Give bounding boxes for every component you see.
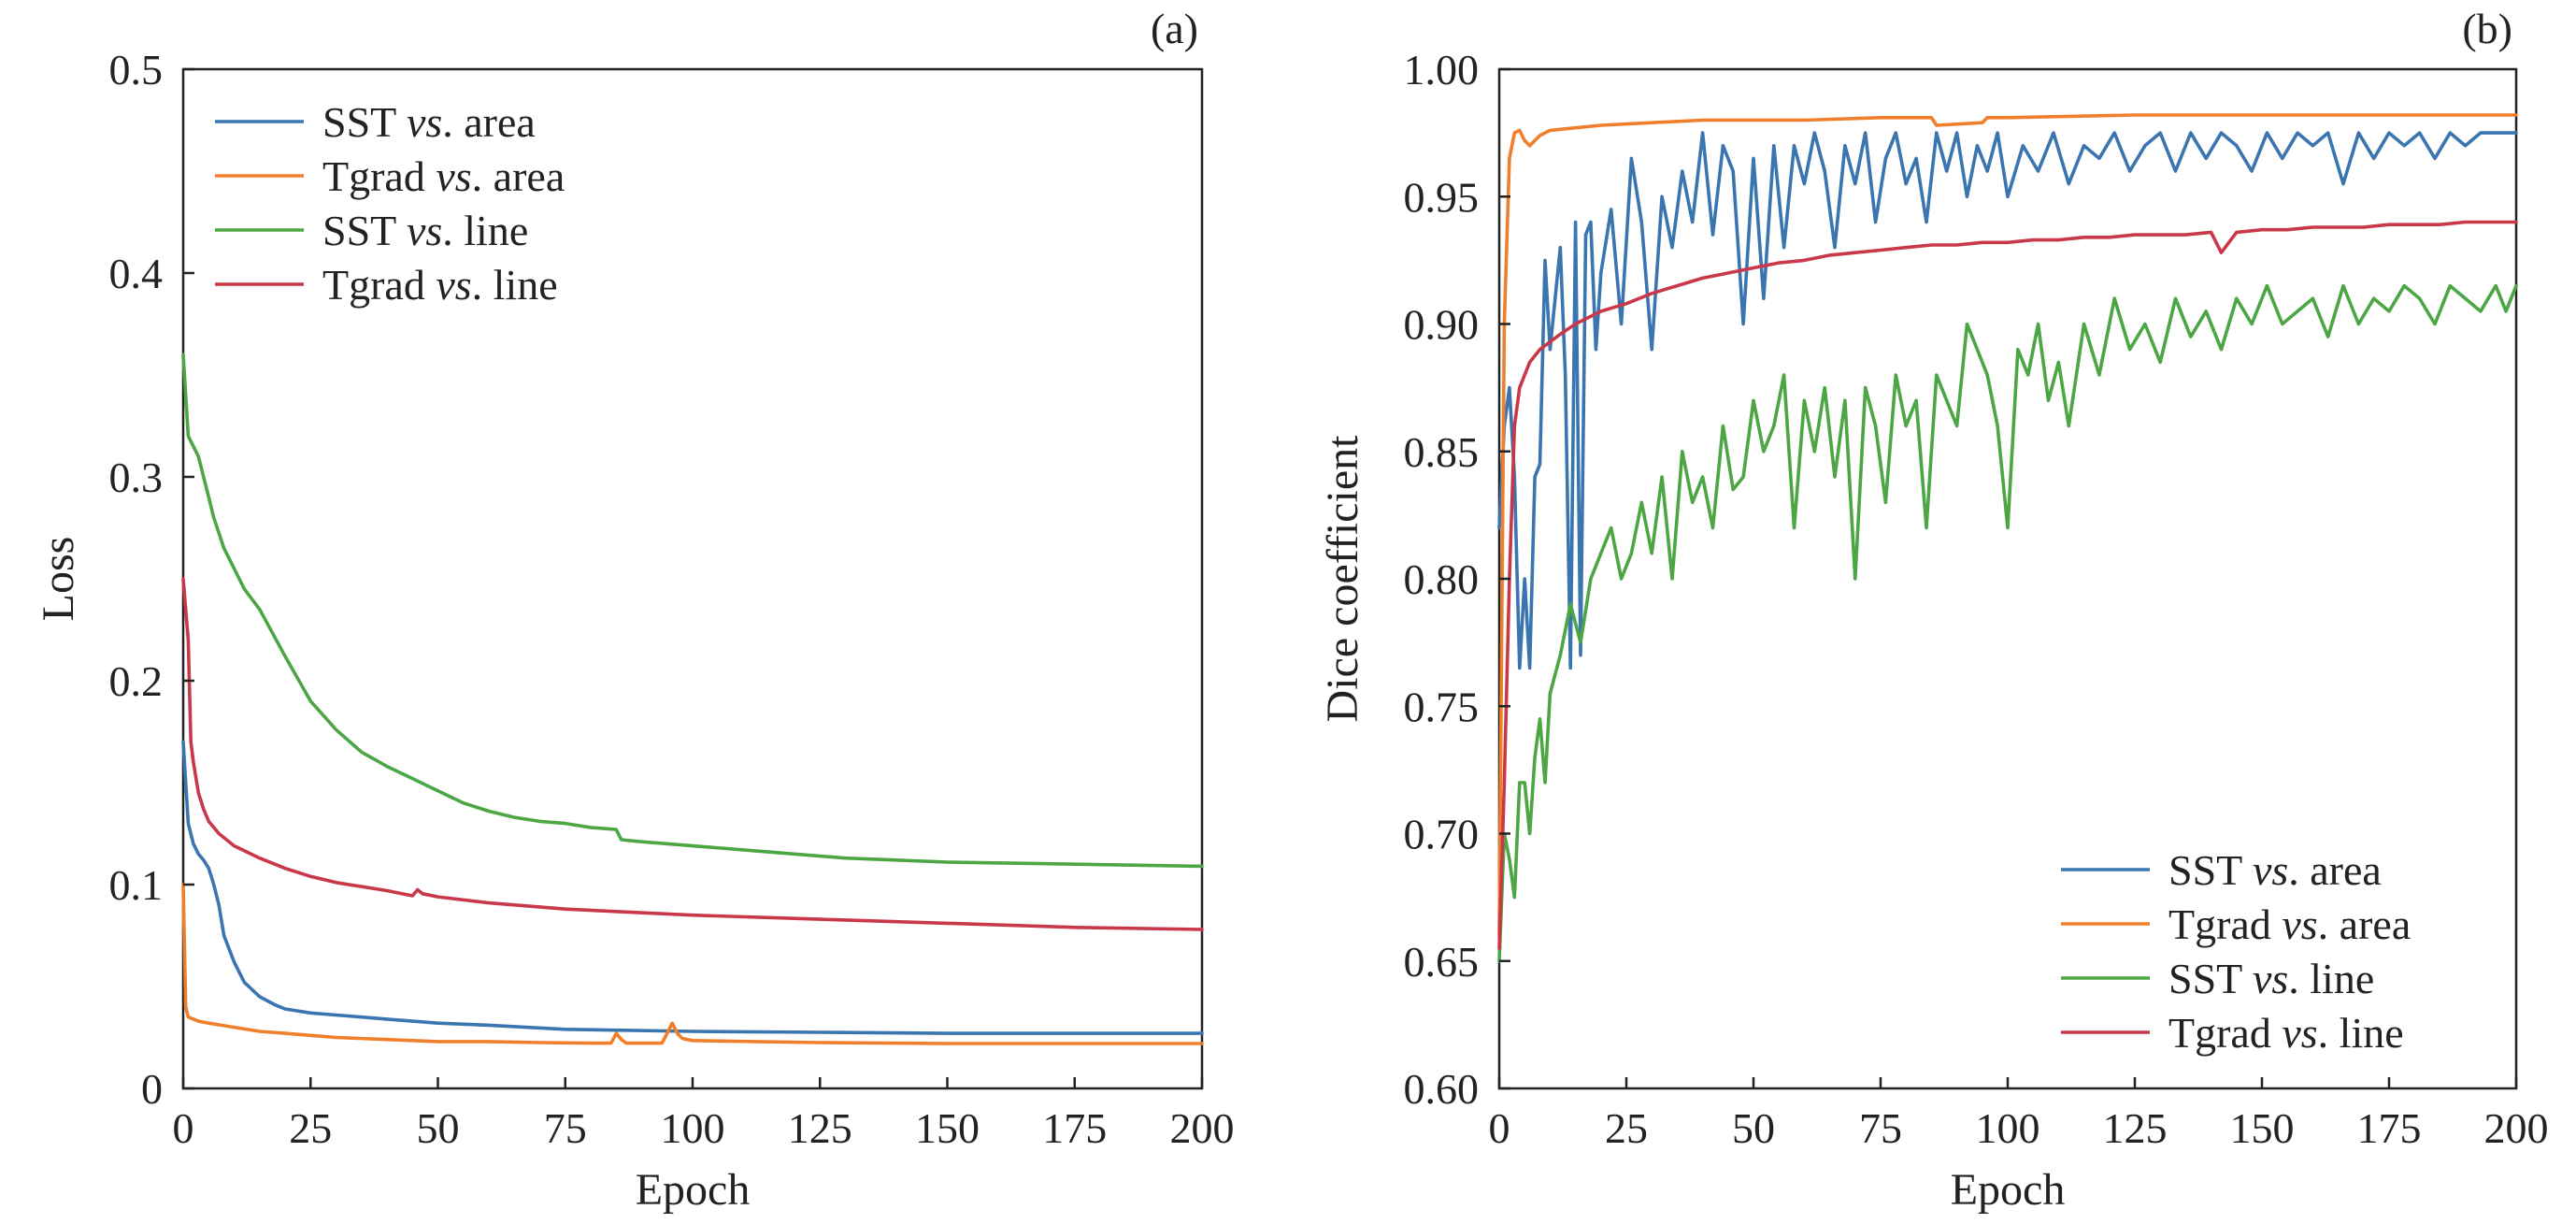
x-tick-label-b-175: 175: [2357, 1104, 2422, 1152]
legend-label-vs: vs: [2253, 846, 2288, 894]
legend-label-vs: vs: [407, 98, 442, 146]
legend-label-main: Tgrad: [2168, 900, 2282, 948]
legend-label-rest: . area: [442, 98, 536, 146]
y-tick-label-a-1: 0.1: [109, 861, 164, 909]
series-line-a-4: [181, 577, 1204, 931]
y-tick-label-a-3: 0.3: [109, 454, 164, 501]
legend-label-rest: . line: [2288, 955, 2374, 1002]
legend-label-a-3: SST vs. line: [322, 207, 528, 254]
x-tick-label-a-0: 0: [173, 1104, 194, 1152]
y-tick-label-b-0: 0.60: [1404, 1065, 1480, 1113]
x-tick-label-b-200: 200: [2484, 1104, 2549, 1152]
legend-label-a-4: Tgrad vs. line: [322, 261, 558, 309]
y-tick-label-b-8: 1.00: [1404, 46, 1480, 94]
series-line-b-1: [1497, 131, 2518, 670]
legend-label-rest: . area: [2318, 900, 2411, 948]
x-tick-label-b-0: 0: [1489, 1104, 1510, 1152]
y-tick-label-a-0: 0: [141, 1065, 163, 1113]
legend-label-vs: vs: [2253, 955, 2288, 1002]
series-line-a-1: [181, 740, 1204, 1035]
legend-label-main: SST: [2168, 955, 2253, 1002]
panel-label-a: (a): [1151, 5, 1198, 52]
x-tick-label-a-200: 200: [1170, 1104, 1235, 1152]
legend-label-main: Tgrad: [322, 261, 436, 309]
x-tick-label-b-125: 125: [2103, 1104, 2168, 1152]
y-tick-label-a-5: 0.5: [109, 46, 164, 94]
x-tick-label-a-125: 125: [788, 1104, 852, 1152]
x-tick-label-b-25: 25: [1605, 1104, 1648, 1152]
legend-label-b-3: SST vs. line: [2168, 955, 2374, 1002]
legend-label-rest: . line: [2318, 1009, 2404, 1057]
y-tick-label-b-3: 0.75: [1404, 683, 1480, 730]
y-tick-label-b-7: 0.95: [1404, 173, 1480, 221]
legend-label-rest: . line: [472, 261, 558, 309]
x-tick-label-a-75: 75: [544, 1104, 587, 1152]
x-tick-label-a-50: 50: [417, 1104, 460, 1152]
x-tick-label-a-150: 150: [915, 1104, 980, 1152]
x-tick-label-b-50: 50: [1732, 1104, 1775, 1152]
series-line-b-4: [1497, 220, 2518, 950]
y-tick-label-b-2: 0.70: [1404, 811, 1480, 858]
legend-label-vs: vs: [407, 207, 442, 254]
x-tick-label-a-25: 25: [289, 1104, 332, 1152]
x-axis-title-b: Epoch: [1951, 1165, 2066, 1215]
series-line-b-3: [1497, 283, 2518, 963]
legend-label-main: SST: [322, 207, 407, 254]
legend-label-rest: . area: [472, 152, 565, 200]
legend-label-b-1: SST vs. area: [2168, 846, 2382, 894]
series-line-a-2: [181, 883, 1204, 1045]
legend-label-a-2: Tgrad vs. area: [322, 152, 565, 200]
x-tick-label-a-175: 175: [1042, 1104, 1107, 1152]
x-tick-label-b-100: 100: [1976, 1104, 2040, 1152]
chart-panel-b: 0 25 50 75 100 125 150 175 200 0.60 0.65 0.70 0.75 0.…: [1318, 5, 2549, 1215]
y-axis-title-a: Loss: [34, 537, 83, 622]
legend-label-vs: vs: [2282, 900, 2317, 948]
series-line-b-2: [1497, 113, 2518, 938]
y-tick-label-b-4: 0.80: [1404, 555, 1480, 603]
y-axis-title-b: Dice coefficient: [1318, 435, 1367, 723]
series-line-a-3: [181, 353, 1204, 869]
series-group-a: [181, 353, 1204, 1045]
legend-label-b-4: Tgrad vs. line: [2168, 1009, 2404, 1057]
x-tick-label-b-75: 75: [1859, 1104, 1902, 1152]
legend-label-a-1: SST vs. area: [322, 98, 536, 146]
x-axis-title-a: Epoch: [636, 1165, 751, 1215]
legend-label-vs: vs: [2282, 1009, 2317, 1057]
y-tick-label-b-1: 0.65: [1404, 938, 1480, 986]
legend-label-vs: vs: [436, 152, 471, 200]
x-tick-label-b-150: 150: [2230, 1104, 2295, 1152]
legend-label-rest: . area: [2288, 846, 2382, 894]
legend-label-main: SST: [322, 98, 407, 146]
legend-label-rest: . line: [442, 207, 528, 254]
y-tick-label-b-5: 0.85: [1404, 428, 1480, 476]
panel-label-b: (b): [2462, 5, 2512, 52]
series-group-b: [1497, 113, 2518, 963]
legend-label-main: SST: [2168, 846, 2253, 894]
legend-label-main: Tgrad: [2168, 1009, 2282, 1057]
chart-panel-a: 0 25 50 75 100 125 150 175 200 0 0.1 0.2 0.3 0.4 0.5 Ep…: [34, 5, 1235, 1215]
legend-label-b-2: Tgrad vs. area: [2168, 900, 2411, 948]
y-tick-label-a-2: 0.2: [109, 657, 164, 705]
y-tick-label-b-6: 0.90: [1404, 301, 1480, 349]
legend-label-main: Tgrad: [322, 152, 436, 200]
x-tick-label-a-100: 100: [661, 1104, 725, 1152]
legend-label-vs: vs: [436, 261, 471, 309]
y-tick-label-a-4: 0.4: [109, 250, 164, 297]
